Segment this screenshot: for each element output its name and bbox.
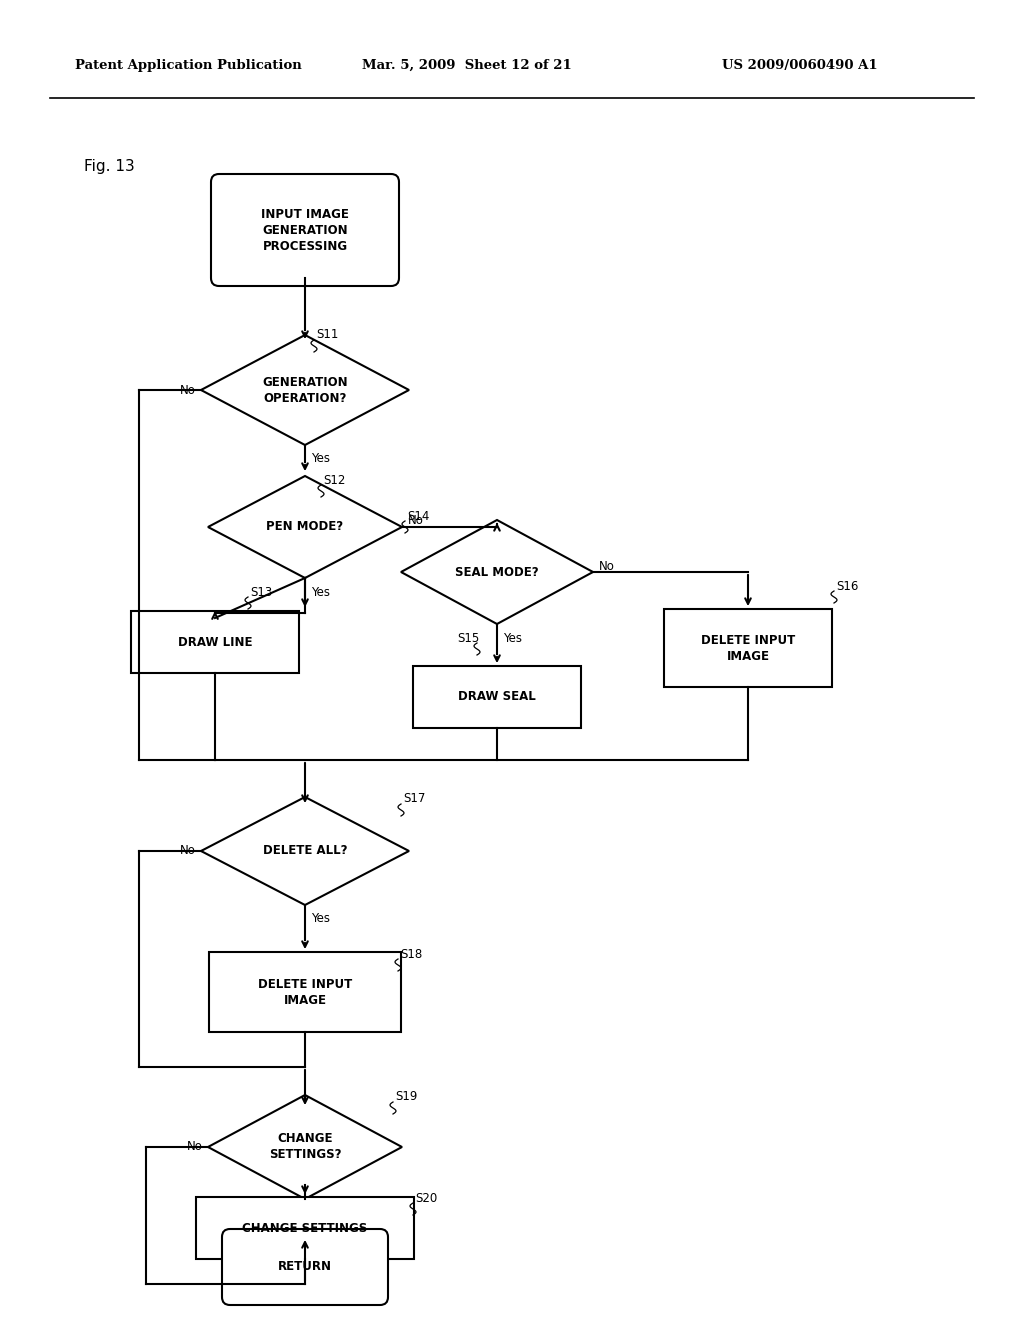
Text: S20: S20 (415, 1192, 437, 1204)
Text: S18: S18 (400, 948, 422, 961)
Text: S15: S15 (457, 631, 479, 644)
Bar (664, 609, 831, 686)
Text: Yes: Yes (311, 586, 330, 598)
FancyBboxPatch shape (211, 174, 399, 286)
Polygon shape (401, 520, 593, 624)
Polygon shape (208, 1096, 402, 1199)
Bar (131, 611, 299, 673)
Text: S12: S12 (323, 474, 345, 487)
Text: PEN MODE?: PEN MODE? (266, 520, 344, 533)
Text: S19: S19 (395, 1090, 418, 1104)
Text: No: No (408, 515, 424, 528)
Text: CHANGE SETTINGS: CHANGE SETTINGS (243, 1221, 368, 1234)
Text: S13: S13 (250, 586, 272, 598)
Text: DRAW SEAL: DRAW SEAL (458, 690, 536, 704)
Text: No: No (187, 1140, 203, 1154)
Polygon shape (208, 477, 402, 578)
Text: Yes: Yes (311, 453, 330, 466)
Text: SEAL MODE?: SEAL MODE? (456, 565, 539, 578)
Text: No: No (599, 560, 614, 573)
Text: Yes: Yes (311, 1206, 330, 1220)
Polygon shape (201, 335, 409, 445)
Text: No: No (180, 384, 196, 396)
FancyBboxPatch shape (222, 1229, 388, 1305)
Bar (413, 667, 581, 729)
Text: S14: S14 (407, 510, 429, 523)
Text: S16: S16 (836, 579, 858, 593)
Bar (209, 952, 401, 1032)
Text: Fig. 13: Fig. 13 (84, 158, 135, 173)
Text: Patent Application Publication: Patent Application Publication (75, 58, 302, 71)
Text: INPUT IMAGE
GENERATION
PROCESSING: INPUT IMAGE GENERATION PROCESSING (261, 207, 349, 252)
Text: US 2009/0060490 A1: US 2009/0060490 A1 (722, 58, 878, 71)
Text: Mar. 5, 2009  Sheet 12 of 21: Mar. 5, 2009 Sheet 12 of 21 (362, 58, 571, 71)
Text: DELETE INPUT
IMAGE: DELETE INPUT IMAGE (258, 978, 352, 1006)
Text: GENERATION
OPERATION?: GENERATION OPERATION? (262, 375, 348, 404)
Text: Yes: Yes (311, 912, 330, 925)
Bar (196, 1197, 414, 1259)
Text: DRAW LINE: DRAW LINE (178, 635, 252, 648)
Text: No: No (180, 845, 196, 858)
Text: DELETE ALL?: DELETE ALL? (263, 845, 347, 858)
Text: Yes: Yes (503, 631, 522, 644)
Text: DELETE INPUT
IMAGE: DELETE INPUT IMAGE (700, 634, 795, 663)
Polygon shape (201, 797, 409, 906)
Text: S17: S17 (403, 792, 425, 805)
Text: S11: S11 (316, 329, 338, 342)
Text: CHANGE
SETTINGS?: CHANGE SETTINGS? (268, 1133, 341, 1162)
Text: RETURN: RETURN (278, 1261, 332, 1274)
